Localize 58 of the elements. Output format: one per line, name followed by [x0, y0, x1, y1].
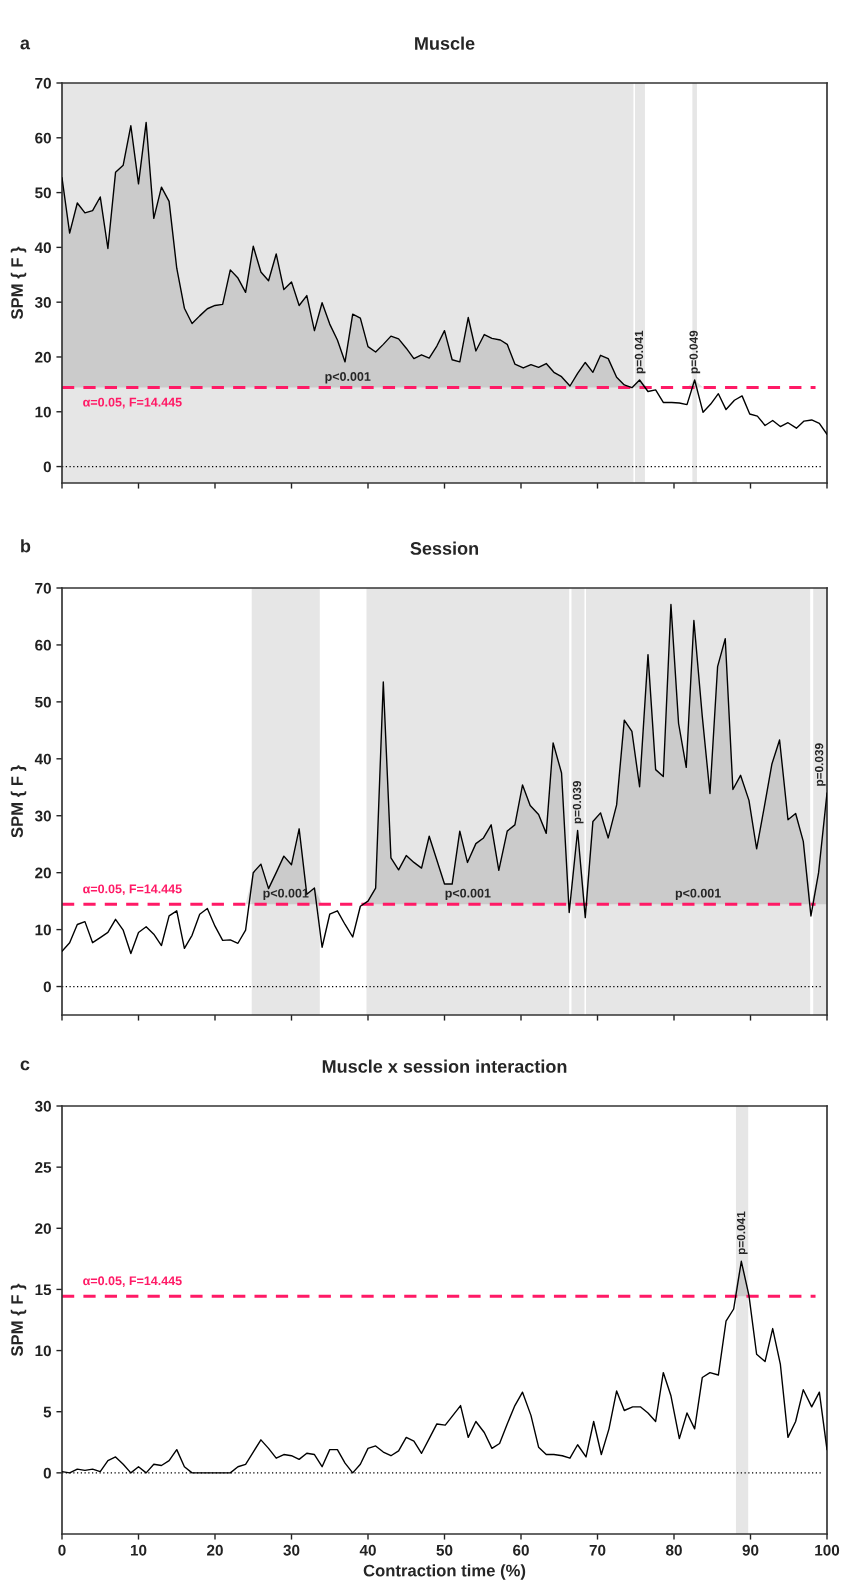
x-tick-label: 0 [58, 1544, 66, 1556]
y-tick-label: 20 [35, 867, 51, 879]
y-tick-label: 60 [35, 639, 51, 651]
y-tick-label: 50 [35, 187, 51, 199]
x-tick-label: 90 [742, 1544, 759, 1556]
y-axis-title: SPM { F } [10, 246, 27, 320]
x-tick-label: 80 [665, 1544, 682, 1556]
x-tick-label: 30 [283, 1544, 300, 1556]
line-series [62, 121, 827, 435]
y-tick-label: 0 [43, 1467, 51, 1479]
band-label: p=0.041 [634, 330, 646, 374]
text: a [20, 39, 31, 50]
x-tick-label: 40 [359, 1544, 376, 1556]
y-tick-label: 30 [34, 1100, 51, 1112]
chart-title: Muscle [415, 36, 475, 50]
y-tick-label: 30 [34, 810, 51, 822]
band-label: p<0.001 [325, 372, 371, 384]
band-label: p<0.001 [675, 888, 721, 901]
y-tick-label: 10 [35, 924, 51, 936]
y-tick-label: 20 [35, 351, 51, 363]
band-label: p<0.001 [263, 888, 309, 901]
y-tick-label: 10 [35, 406, 51, 418]
y-tick-label: 5 [43, 1406, 52, 1418]
ref-line-label: α=0.05, F=14.445 [83, 397, 182, 409]
y-axis-title: SPM { F } [10, 765, 27, 838]
y-tick-label: 40 [34, 753, 51, 765]
line-series [62, 603, 827, 955]
x-tick-label: 20 [207, 1544, 223, 1556]
x-tick-label: 50 [436, 1544, 453, 1556]
text: c [20, 1060, 30, 1071]
x-tick-label: 10 [130, 1544, 147, 1556]
y-tick-label: 50 [35, 696, 51, 708]
band-label: p=0.039 [814, 743, 826, 786]
x-tick-label: 70 [589, 1544, 606, 1556]
y-tick-label: 40 [34, 242, 51, 254]
y-tick-label: 10 [35, 1345, 51, 1357]
chart-title: Muscle x session interaction [322, 1059, 567, 1073]
x-tick-label: 100 [815, 1544, 840, 1556]
y-tick-label: 0 [43, 981, 51, 993]
band-label: p=0.041 [736, 1211, 748, 1255]
y-tick-label: 70 [35, 582, 51, 594]
y-tick-label: 20 [35, 1223, 51, 1234]
chart-title: Session [410, 541, 479, 555]
x-tick-label: 60 [513, 1544, 529, 1556]
y-tick-label: 15 [35, 1284, 52, 1296]
text: b [21, 539, 31, 553]
ref-line-label: α=0.05, F=14.445 [83, 884, 182, 896]
y-tick-label: 70 [35, 77, 51, 89]
band-label: p<0.001 [445, 888, 491, 901]
y-tick-label: 30 [34, 297, 51, 308]
x-axis-title: Contraction time (%) [363, 1564, 526, 1580]
band-label: p=0.039 [572, 780, 584, 824]
y-tick-label: 25 [35, 1162, 52, 1173]
y-tick-label: 0 [43, 461, 51, 473]
band-label: p=0.049 [689, 330, 701, 374]
y-tick-label: 60 [35, 132, 51, 144]
ref-line-label: α=0.05, F=14.445 [83, 1276, 182, 1287]
y-axis-title: SPM { F } [10, 1283, 27, 1357]
